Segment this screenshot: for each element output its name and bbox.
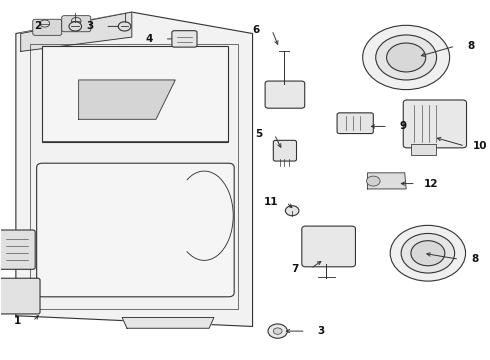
Bar [43,46,228,143]
Polygon shape [79,80,175,119]
Text: 5: 5 [255,129,263,139]
Circle shape [72,18,81,24]
FancyBboxPatch shape [172,31,197,47]
Circle shape [285,206,299,216]
Polygon shape [122,318,214,328]
Polygon shape [21,12,132,51]
Text: 3: 3 [318,326,325,336]
Circle shape [390,225,466,281]
Circle shape [268,324,287,338]
Text: 12: 12 [424,179,439,189]
Text: 10: 10 [473,141,488,151]
FancyBboxPatch shape [62,16,91,32]
Circle shape [367,176,380,186]
Text: 2: 2 [34,21,42,31]
Text: 3: 3 [86,21,94,31]
FancyBboxPatch shape [0,230,35,269]
Text: 8: 8 [471,254,478,264]
Text: 7: 7 [292,264,299,274]
Text: 1: 1 [14,316,21,326]
Polygon shape [368,173,406,189]
Circle shape [118,22,131,31]
Circle shape [69,22,81,31]
Bar [411,144,436,155]
FancyBboxPatch shape [273,140,296,161]
Text: 4: 4 [146,34,153,44]
Circle shape [363,25,450,90]
FancyBboxPatch shape [265,81,305,108]
Circle shape [273,328,282,334]
Polygon shape [16,12,252,327]
FancyBboxPatch shape [37,163,234,297]
FancyBboxPatch shape [337,113,373,134]
Text: 8: 8 [467,41,474,51]
Text: 6: 6 [253,25,260,35]
Text: 9: 9 [400,121,407,131]
Text: 11: 11 [264,197,278,207]
FancyBboxPatch shape [33,19,62,35]
Circle shape [401,233,455,273]
FancyBboxPatch shape [403,100,466,148]
Circle shape [411,241,445,266]
Circle shape [376,35,437,80]
Circle shape [387,43,426,72]
FancyBboxPatch shape [0,278,40,314]
Circle shape [40,20,49,27]
FancyBboxPatch shape [302,226,355,267]
